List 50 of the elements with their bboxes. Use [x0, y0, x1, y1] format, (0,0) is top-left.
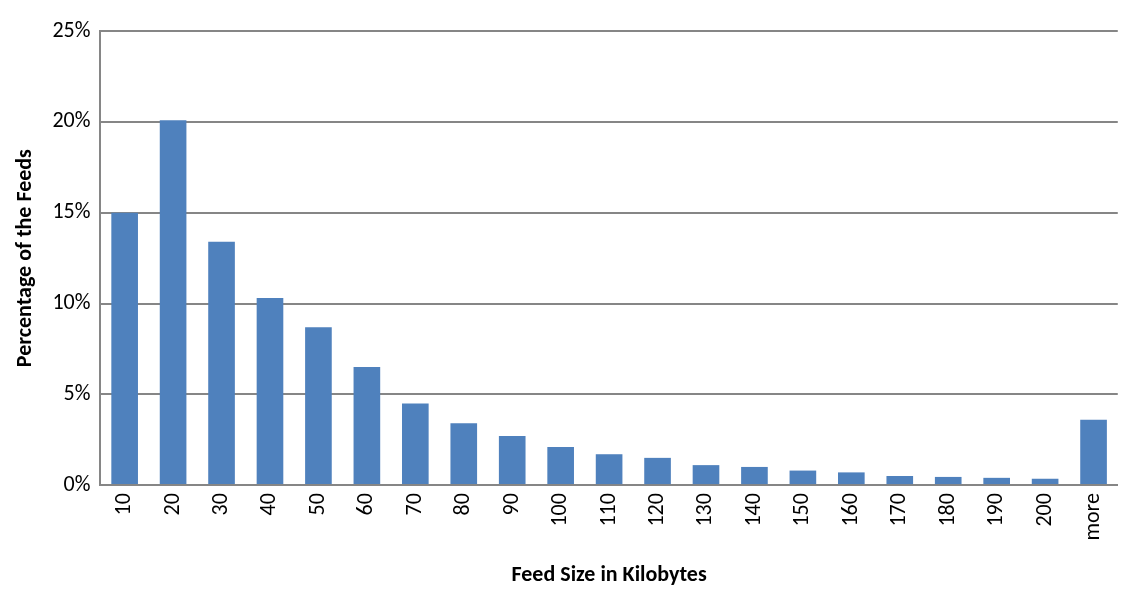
- bar: [305, 327, 332, 485]
- x-tick-label: 30: [206, 493, 234, 516]
- bar: [934, 476, 962, 485]
- x-tick-label: 190: [981, 493, 1009, 527]
- x-tick-label: 50: [302, 493, 330, 516]
- x-tick-label: 60: [351, 493, 379, 516]
- bar: [692, 465, 720, 485]
- x-tick-label: more: [1078, 493, 1106, 541]
- y-axis-title: Percentage of the Feeds: [9, 148, 37, 368]
- bar: [741, 466, 768, 485]
- x-tick-label: 150: [787, 493, 815, 527]
- x-tick-label: 160: [835, 493, 863, 527]
- x-tick-label: 140: [738, 493, 766, 527]
- bar: [983, 477, 1010, 485]
- y-tick-label: 20%: [52, 106, 91, 134]
- y-tick-label: 0%: [63, 469, 91, 497]
- bar: [353, 367, 381, 485]
- bar: [547, 446, 574, 485]
- bar: [644, 457, 671, 485]
- bar: [498, 436, 526, 485]
- x-axis-title: Feed Size in Kilobytes: [511, 560, 707, 588]
- x-tick-label: 200: [1029, 493, 1057, 527]
- bar: [595, 454, 623, 485]
- bar: [208, 241, 235, 485]
- x-tick-label: 10: [109, 493, 137, 516]
- bar: [450, 423, 478, 485]
- y-tick-label: 25%: [52, 15, 91, 43]
- x-tick-label: 130: [690, 493, 718, 527]
- x-tick-label: 70: [399, 493, 427, 516]
- bar: [838, 472, 865, 485]
- x-tick-label: 80: [448, 493, 476, 516]
- y-tick-label: 10%: [52, 288, 91, 316]
- bar: [1080, 419, 1107, 485]
- bar: [886, 476, 914, 485]
- bar: [1031, 478, 1059, 485]
- x-tick-label: 180: [932, 493, 960, 527]
- y-tick-label: 5%: [63, 378, 91, 406]
- x-tick-label: 120: [642, 493, 670, 527]
- x-tick-label: 170: [884, 493, 912, 527]
- bar: [159, 120, 187, 485]
- x-tick-label: 90: [496, 493, 524, 516]
- bar: [789, 470, 817, 485]
- bar: [256, 298, 284, 485]
- x-tick-label: 20: [157, 493, 185, 516]
- x-tick-label: 110: [593, 493, 621, 527]
- x-tick-label: 100: [545, 493, 573, 527]
- bar: [111, 212, 138, 485]
- x-tick-label: 40: [254, 493, 282, 516]
- y-tick-label: 15%: [52, 197, 91, 225]
- bar: [402, 403, 429, 485]
